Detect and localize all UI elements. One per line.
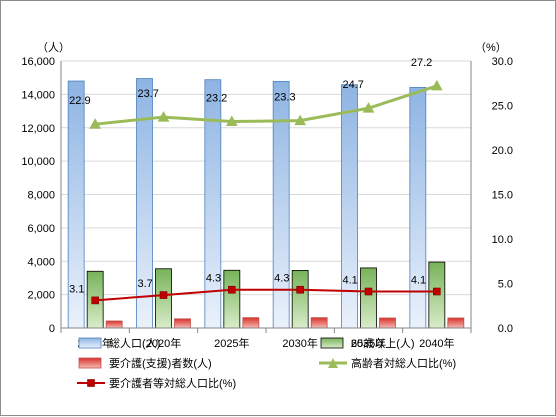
y-right-tick-label: 30.0 [492, 56, 513, 68]
line-elderly-ratio [95, 84, 438, 126]
marker-care-ratio [364, 287, 373, 296]
label-care-ratio: 4.3 [206, 273, 221, 285]
x-category-label: 2025年 [214, 336, 249, 350]
bar-elderly-65plus [223, 269, 241, 329]
legend-label: 65歳以上(人) [351, 337, 415, 350]
marker-care-ratio [433, 287, 441, 296]
y-left-tick-label: 14,000 [21, 89, 55, 101]
y-left-tick-label: 6,000 [27, 223, 55, 235]
label-elderly-ratio: 23.7 [138, 88, 159, 100]
y-right-tick-label: 0.0 [498, 323, 513, 335]
label-elderly-ratio: 27.2 [411, 57, 432, 69]
legend-marker [328, 358, 338, 368]
legend-total-population: 総人口(人) [78, 336, 160, 350]
marker-care-ratio [296, 285, 304, 294]
x-category-label: 2030年 [282, 336, 317, 350]
y-left-tick-label: 2,000 [27, 290, 55, 302]
y-right-tick-label: 25.0 [492, 101, 513, 113]
label-elderly-ratio: 24.7 [343, 79, 364, 91]
x-category-label: 2035年 [351, 336, 386, 350]
y-left-tick-label: 16,000 [21, 56, 55, 68]
y-right-tick-label: 10.0 [492, 234, 513, 246]
label-care-ratio: 4.3 [274, 273, 289, 285]
legend-label: 要介護者等対総人口比(%) [109, 376, 236, 390]
label-elderly-ratio: 22.9 [69, 95, 90, 107]
marker-care-ratio [91, 296, 99, 305]
marker-elderly-ratio [362, 102, 375, 113]
legend-care-ratio: 要介護者等対総人口比(%) [77, 376, 236, 390]
legend-care-recipients: 要介護(支援)者数(人) [78, 356, 212, 370]
bar-elderly-65plus [291, 270, 309, 329]
y-left-tick-label: 10,000 [21, 156, 55, 168]
label-elderly-ratio: 23.2 [206, 93, 227, 105]
marker-elderly-ratio [294, 114, 307, 126]
bar-care-recipients [310, 317, 328, 329]
marker-care-ratio [228, 285, 236, 294]
y-left-tick-label: 4,000 [27, 256, 55, 268]
legend-swatch [320, 337, 344, 349]
legend-swatch [78, 357, 102, 369]
label-care-ratio: 4.1 [411, 275, 426, 287]
legend-marker [87, 379, 95, 387]
bar-total-population [136, 78, 153, 329]
marker-care-ratio [159, 291, 168, 299]
bar-total-population [272, 80, 290, 329]
y-right-tick-label: 5.0 [498, 279, 513, 291]
marker-elderly-ratio [89, 118, 102, 129]
marker-elderly-ratio [430, 79, 443, 91]
legend-label: 総人口(人) [109, 336, 160, 350]
legend-label: 高齢者対総人口比(%) [351, 356, 456, 370]
y-left-tick-label: 12,000 [21, 123, 55, 135]
y-left-tick-label: 0 [49, 323, 55, 335]
y-right-tick-label: 15.0 [492, 190, 513, 202]
legend-swatch [78, 337, 102, 349]
legend-elderly-ratio: 高齢者対総人口比(%) [319, 356, 456, 370]
line-care-ratio [95, 288, 437, 302]
y-right-tick-label: 20.0 [492, 145, 513, 157]
bar-care-recipients [379, 317, 396, 329]
label-care-ratio: 4.1 [343, 275, 358, 287]
x-category-label: 2040年 [419, 336, 454, 350]
label-care-ratio: 3.1 [69, 283, 84, 295]
bar-care-recipients [242, 317, 260, 329]
bar-elderly-65plus [360, 267, 377, 329]
label-elderly-ratio: 23.3 [274, 92, 295, 104]
marker-elderly-ratio [157, 111, 170, 122]
y-right-unit-label: （%） [475, 41, 507, 54]
marker-elderly-ratio [225, 115, 238, 127]
legend-label: 要介護(支援)者数(人) [109, 356, 212, 370]
bar-care-recipients [105, 320, 123, 329]
y-left-unit-label: （人） [37, 41, 70, 54]
x-category-label: 2020年 [146, 336, 181, 350]
legend-elderly-65plus: 65歳以上(人) [320, 337, 415, 350]
bar-care-recipients [174, 318, 191, 329]
y-left-tick-label: 8,000 [27, 190, 55, 202]
bar-care-recipients [447, 317, 465, 329]
label-care-ratio: 3.7 [138, 278, 153, 290]
